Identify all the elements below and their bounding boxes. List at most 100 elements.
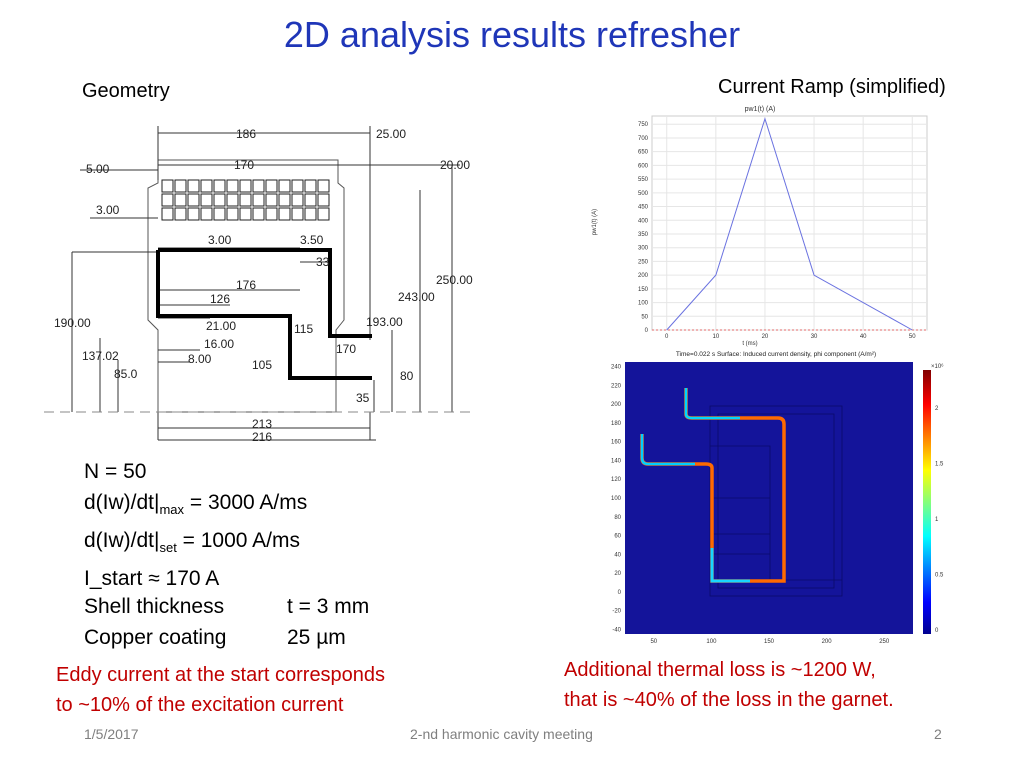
garnet-cell: [239, 207, 252, 221]
param-istart: I_start ≈ 170 A: [84, 567, 220, 591]
garnet-cell: [252, 193, 265, 207]
dim-190: 190.00: [54, 316, 91, 330]
garnet-cell: [213, 207, 226, 221]
dim-21: 21.00: [206, 319, 236, 333]
heatmap-x-tick: 100: [706, 639, 717, 644]
garnet-cell: [187, 193, 200, 207]
garnet-cell: [265, 179, 278, 193]
heatmap-y-tick: 140: [611, 458, 622, 464]
ramp-y-tick: 550: [638, 177, 649, 183]
heatmap-x-tick: 150: [764, 639, 775, 644]
dim-8: 8.00: [188, 352, 212, 366]
ramp-y-tick: 200: [638, 273, 649, 279]
thermal-note: Additional thermal loss is ~1200 W, that…: [564, 659, 894, 711]
ramp-x-tick: 10: [712, 334, 719, 340]
heatmap-y-tick: 160: [611, 440, 622, 446]
garnet-cell: [174, 207, 187, 221]
dim-3-left: 3.00: [96, 203, 120, 217]
dim-137: 137.02: [82, 349, 119, 363]
garnet-cell: [161, 179, 174, 193]
slide-title: 2D analysis results refresher: [283, 14, 741, 55]
heatmap-y-tick: -40: [612, 627, 621, 633]
shell-value: t = 3 mm: [287, 595, 370, 618]
ramp-y-tick: 150: [638, 287, 649, 293]
geometry-label: Geometry: [82, 80, 170, 102]
garnet-cell: [304, 179, 317, 193]
copper-label: Copper coating: [84, 626, 227, 649]
dim-3-mid: 3.00: [208, 233, 232, 247]
heatmap-y-tick: -20: [612, 609, 621, 615]
garnet-cell: [278, 193, 291, 207]
dim-350: 3.50: [300, 233, 324, 247]
garnet-cell: [291, 193, 304, 207]
dim-170-bottom: 170: [336, 342, 356, 356]
ramp-y-tick: 500: [638, 191, 649, 197]
heatmap-title: Time=0.022 s Surface: Induced current de…: [676, 351, 876, 358]
garnet-cell: [291, 179, 304, 193]
heatmap-y-tick: 120: [611, 477, 622, 483]
ramp-x-tick: 50: [909, 334, 916, 340]
garnet-cell: [187, 207, 200, 221]
dim-186: 186: [236, 127, 256, 141]
ramp-y-tick: 700: [638, 136, 649, 142]
heatmap-y-tick: 0: [618, 590, 622, 596]
colorbar-tick: 0: [935, 628, 939, 634]
param-didt-set: d(Iw)/dt|set = 1000 A/ms: [84, 529, 300, 556]
garnet-cell: [265, 193, 278, 207]
dim-16: 16.00: [204, 337, 234, 351]
heatmap-y-tick: 40: [614, 552, 621, 558]
colorbar-tick: 1: [935, 517, 939, 523]
heatmap-x-tick: 50: [650, 639, 657, 644]
ramp-y-tick: 0: [645, 328, 649, 334]
dim-193: 193.00: [366, 315, 403, 329]
garnet-cell: [278, 207, 291, 221]
heatmap-y-tick: 240: [611, 365, 622, 371]
ramp-x-tick: 30: [811, 334, 818, 340]
garnet-cell: [174, 179, 187, 193]
dim-213: 213: [252, 417, 272, 431]
dim-85: 85.0: [114, 367, 138, 381]
dim-170-top: 170: [234, 158, 254, 172]
ramp-xlabel: t (ms): [742, 341, 757, 347]
eddy-note: Eddy current at the start corresponds to…: [56, 664, 386, 716]
colorbar-tick: 0.5: [935, 573, 944, 579]
dim-20: 20.00: [440, 158, 470, 172]
heatmap-y-tick: 180: [611, 421, 622, 427]
garnet-cell: [200, 179, 213, 193]
dim-243: 243.00: [398, 290, 435, 304]
heatmap-y-tick: 20: [614, 571, 621, 577]
dim-126: 126: [210, 292, 230, 306]
dim-216: 216: [252, 430, 272, 444]
dim-250: 250.00: [436, 273, 473, 287]
ramp-y-tick: 450: [638, 205, 649, 211]
heatmap-y-tick: 220: [611, 383, 622, 389]
heatmap-x-tick: 250: [879, 639, 890, 644]
footer-meeting: 2-nd harmonic cavity meeting: [410, 726, 593, 742]
ramp-chart-title: pw1(t) (A): [745, 106, 776, 113]
ramp-ylabel: pw1(t) (A): [592, 209, 598, 235]
garnet-cell: [265, 207, 278, 221]
ramp-x-tick: 40: [860, 334, 867, 340]
dim-176: 176: [236, 278, 256, 292]
garnet-cell: [291, 207, 304, 221]
ramp-x-tick: 0: [665, 334, 669, 340]
garnet-cell: [317, 193, 330, 207]
ramp-y-tick: 50: [641, 314, 648, 320]
ramp-y-tick: 600: [638, 163, 649, 169]
ramp-y-tick: 300: [638, 246, 649, 252]
materials-values: t = 3 mm 25 µm: [287, 591, 369, 653]
dim-33: 33: [316, 255, 330, 269]
ramp-y-tick: 400: [638, 218, 649, 224]
ramp-x-tick: 20: [762, 334, 769, 340]
garnet-cell: [187, 179, 200, 193]
current-ramp-chart: pw1(t) (A) 05010015020025030035040045050…: [590, 100, 940, 350]
param-didt-max: d(Iw)/dt|max = 3000 A/ms: [84, 491, 308, 518]
garnet-cell: [200, 207, 213, 221]
ramp-y-tick: 650: [638, 150, 649, 156]
ramp-y-tick: 100: [638, 301, 649, 307]
colorbar-exponent: ×10⁶: [931, 363, 944, 370]
garnet-cell: [174, 193, 187, 207]
heatmap-y-tick: 80: [614, 515, 621, 521]
param-n: N = 50: [84, 460, 147, 483]
dim-25: 25.00: [376, 127, 406, 141]
